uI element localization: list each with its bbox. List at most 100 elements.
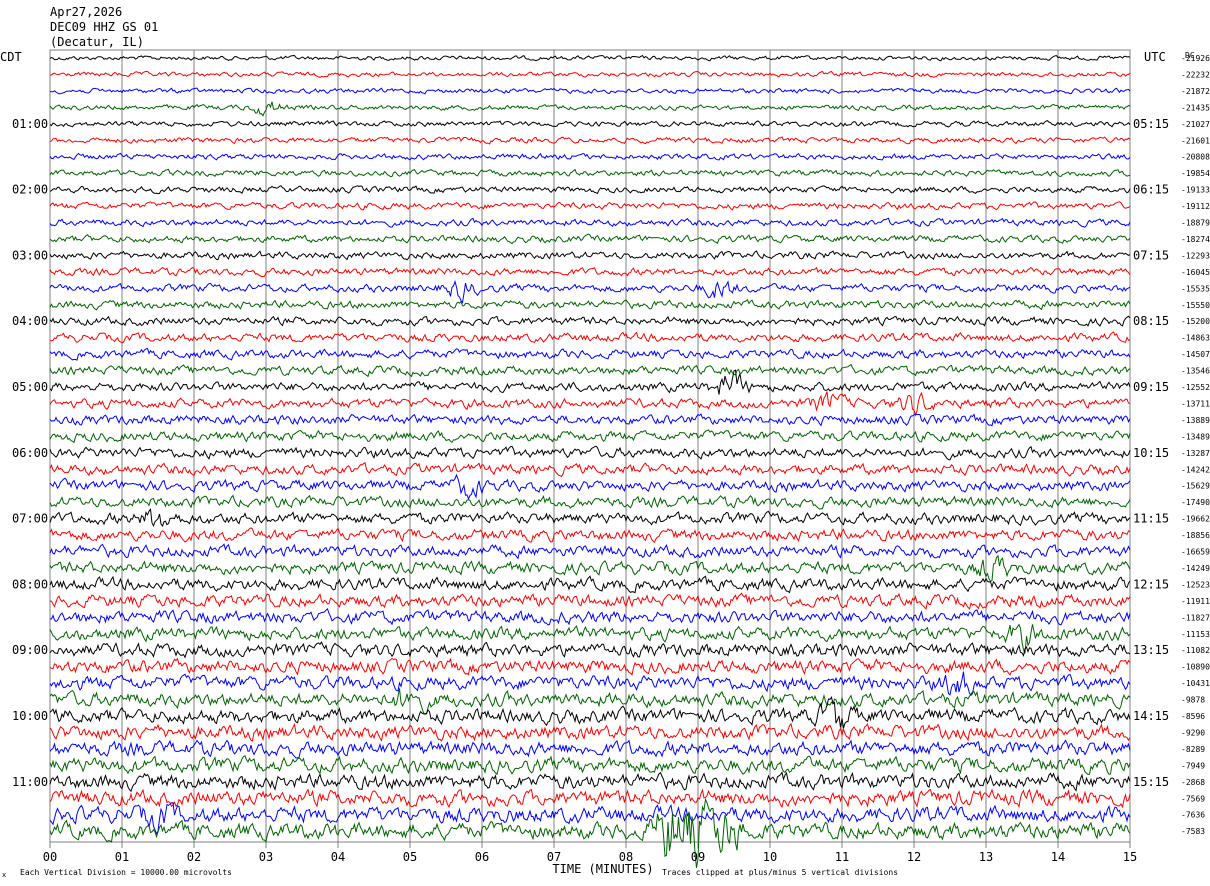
- vertical-grid: [49, 49, 1131, 848]
- right-hour-label: 06:15: [1133, 183, 1169, 197]
- header-location: (Decatur, IL): [50, 35, 144, 49]
- trace-offset-value: -21435: [1181, 103, 1210, 112]
- trace-row-13: [49, 266, 1131, 278]
- left-hour-label: 10:00: [12, 709, 48, 723]
- trace-row-31: [49, 554, 1131, 582]
- trace-offset-value: -19662: [1181, 515, 1210, 524]
- x-tick-label: 05: [403, 850, 417, 864]
- trace-row-22: [49, 413, 1131, 427]
- trace-offset-value: -15550: [1181, 301, 1210, 310]
- left-timezone: CDT: [0, 50, 22, 64]
- trace-row-36: [49, 641, 1131, 659]
- trace-offset-value: -10890: [1181, 663, 1210, 672]
- trace-offset-value: -7636: [1181, 811, 1205, 820]
- left-hour-label: 01:00: [12, 117, 48, 131]
- left-hour-label: 08:00: [12, 577, 48, 591]
- left-hour-label: 09:00: [12, 643, 48, 657]
- trace-row-29: [49, 527, 1131, 543]
- right-hour-label: 14:15: [1133, 709, 1169, 723]
- trace-row-32: [49, 575, 1131, 594]
- right-hour-label: 15:15: [1133, 775, 1169, 789]
- left-hour-label: 03:00: [12, 248, 48, 262]
- trace-offset-value: -15535: [1181, 284, 1210, 293]
- trace-row-21: [49, 391, 1131, 417]
- trace-offset-value: -11082: [1181, 646, 1210, 655]
- x-tick-label: 09: [691, 850, 705, 864]
- x-tick-label: 08: [619, 850, 633, 864]
- trace-offset-value: -13711: [1181, 399, 1210, 408]
- x-tick-label: 06: [475, 850, 489, 864]
- trace-row-33: [49, 592, 1131, 610]
- trace-offset-value: -16659: [1181, 548, 1210, 557]
- x-tick-label: 02: [187, 850, 201, 864]
- corner-mark: x: [2, 871, 6, 879]
- trace-row-0: [49, 54, 1131, 62]
- trace-row-15: [49, 298, 1131, 311]
- plot-frame: [49, 49, 1131, 843]
- trace-row-26: [49, 473, 1131, 501]
- x-tick-label: 15: [1123, 850, 1137, 864]
- trace-row-46: [49, 802, 1131, 835]
- trace-row-37: [49, 657, 1131, 676]
- trace-row-18: [49, 347, 1131, 361]
- trace-row-1: [49, 70, 1131, 78]
- trace-offset-value: -14242: [1181, 465, 1210, 474]
- trace-offset-value: -12552: [1181, 383, 1210, 392]
- x-tick-label: 12: [907, 850, 921, 864]
- trace-row-5: [49, 136, 1131, 145]
- right-hour-label: 10:15: [1133, 446, 1169, 460]
- trace-row-4: [49, 120, 1131, 128]
- trace-row-27: [49, 494, 1131, 510]
- trace-offset-value: -9290: [1181, 728, 1205, 737]
- trace-offset-value: -18879: [1181, 219, 1210, 228]
- trace-row-20: [49, 369, 1131, 395]
- left-hour-label: 04:00: [12, 314, 48, 328]
- trace-offset-value: -12293: [1181, 251, 1210, 260]
- left-hour-label: 06:00: [12, 446, 48, 460]
- left-hour-label: 02:00: [12, 183, 48, 197]
- right-corner-code: DC: [1185, 51, 1195, 60]
- right-hour-label: 08:15: [1133, 314, 1169, 328]
- trace-offset-value: -17490: [1181, 498, 1210, 507]
- trace-offset-value: -13889: [1181, 416, 1210, 425]
- x-tick-label: 03: [259, 850, 273, 864]
- left-hour-label: 07:00: [12, 512, 48, 526]
- x-tick-label: 10: [763, 850, 777, 864]
- trace-offset-value: -22232: [1181, 70, 1210, 79]
- trace-row-2: [49, 87, 1131, 95]
- trace-offset-value: -19112: [1181, 202, 1210, 211]
- clip-note: Traces clipped at plus/minus 5 vertical …: [662, 868, 898, 877]
- trace-offset-value: -7949: [1181, 761, 1205, 770]
- trace-row-25: [49, 461, 1131, 478]
- trace-row-38: [49, 671, 1131, 696]
- trace-offset-value: -18274: [1181, 235, 1210, 244]
- trace-row-8: [49, 185, 1131, 195]
- x-tick-label: 07: [547, 850, 561, 864]
- trace-row-34: [50, 608, 1131, 626]
- trace-offset-value: -21926: [1181, 54, 1210, 63]
- x-tick-label: 13: [979, 850, 993, 864]
- trace-row-16: [49, 315, 1131, 327]
- trace-offset-value: -13489: [1181, 432, 1210, 441]
- trace-row-40: [49, 696, 1131, 729]
- x-tick-label: 00: [43, 850, 57, 864]
- x-tick-label: 11: [835, 850, 849, 864]
- trace-row-10: [49, 217, 1131, 228]
- trace-row-14: [49, 279, 1131, 304]
- trace-offset-value: -19133: [1181, 186, 1210, 195]
- trace-row-35: [49, 623, 1131, 654]
- trace-row-7: [49, 168, 1131, 178]
- left-hour-label: 05:00: [12, 380, 48, 394]
- right-hour-label: 07:15: [1133, 248, 1169, 262]
- right-hour-label: 09:15: [1133, 380, 1169, 394]
- trace-offset-value: -21601: [1181, 136, 1210, 145]
- x-tick-label: 04: [331, 850, 345, 864]
- trace-row-24: [49, 445, 1131, 461]
- left-hour-label: 11:00: [12, 775, 48, 789]
- trace-offset-value: -16045: [1181, 268, 1210, 277]
- trace-offset-value: -11827: [1181, 613, 1210, 622]
- trace-offset-value: -19854: [1181, 169, 1210, 178]
- trace-offset-value: -18856: [1181, 531, 1210, 540]
- trace-offset-value: -21027: [1181, 120, 1210, 129]
